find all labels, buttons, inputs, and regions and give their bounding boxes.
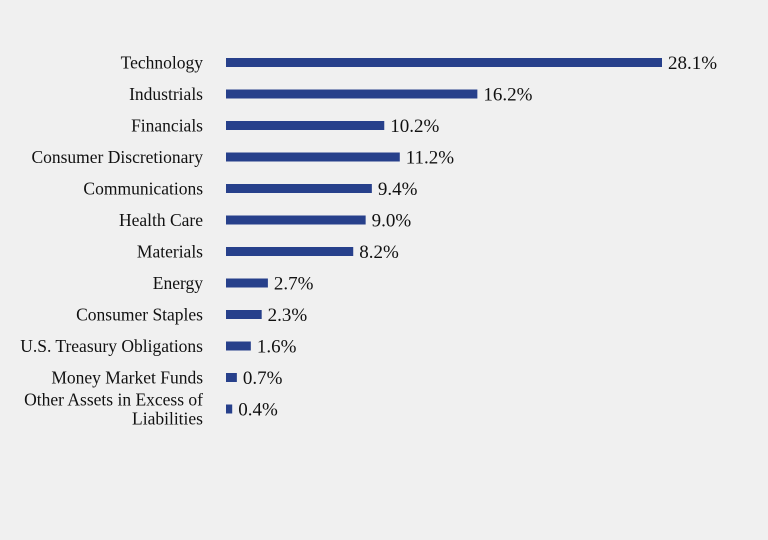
- category-label-11: Other Assets in Excess of Liabilities: [24, 390, 203, 429]
- bars-layer: [226, 58, 662, 414]
- category-label-9: U.S. Treasury Obligations: [20, 336, 203, 356]
- category-label-5: Health Care: [119, 210, 203, 230]
- value-label-3: 11.2%: [406, 148, 455, 169]
- bar-4: [226, 184, 372, 193]
- bar-7: [226, 278, 268, 288]
- bar-8: [226, 310, 262, 319]
- category-label-0: Technology: [121, 53, 204, 73]
- value-label-10: 0.7%: [243, 368, 283, 389]
- category-label-1: Industrials: [129, 84, 203, 104]
- value-label-1: 16.2%: [483, 85, 532, 106]
- category-label-line: Communications: [83, 179, 203, 199]
- category-label-line: Industrials: [129, 84, 203, 104]
- bar-0: [226, 58, 662, 67]
- value-label-9: 1.6%: [257, 337, 297, 358]
- category-label-line: Technology: [121, 53, 204, 73]
- bar-11: [226, 404, 233, 414]
- bar-1: [226, 89, 478, 99]
- category-labels-layer: Technology Industrials Financials Consumer …: [20, 53, 203, 429]
- value-label-11: 0.4%: [238, 400, 278, 421]
- category-label-line: Financials: [131, 116, 203, 136]
- value-label-8: 2.3%: [268, 305, 308, 326]
- category-label-3: Consumer Discretionary: [31, 147, 203, 167]
- value-label-0: 28.1%: [668, 53, 717, 74]
- category-label-line: Materials: [137, 242, 203, 262]
- category-label-line: Consumer Staples: [76, 305, 203, 325]
- category-label-line: Energy: [153, 273, 203, 293]
- category-label-6: Materials: [137, 242, 203, 262]
- category-label-line: Health Care: [119, 210, 203, 230]
- value-label-6: 8.2%: [359, 242, 399, 263]
- category-label-line: Other Assets in Excess of: [24, 390, 203, 410]
- value-label-7: 2.7%: [274, 274, 314, 295]
- bar-2: [226, 121, 385, 130]
- value-label-2: 10.2%: [390, 116, 439, 137]
- category-label-line: U.S. Treasury Obligations: [20, 336, 203, 356]
- category-label-line: Liabilities: [132, 409, 203, 429]
- bar-5: [226, 215, 366, 225]
- value-labels-layer: 28.1% 16.2% 10.2% 11.2% 9.4% 9.0% 8.2% 2.7% 2.3%…: [238, 53, 717, 421]
- bar-9: [226, 341, 251, 351]
- category-label-line: Consumer Discretionary: [31, 147, 203, 167]
- category-label-8: Consumer Staples: [76, 305, 203, 325]
- bar-6: [226, 247, 354, 256]
- value-label-5: 9.0%: [372, 211, 412, 232]
- category-label-line: Money Market Funds: [51, 368, 203, 388]
- value-label-4: 9.4%: [378, 179, 418, 200]
- bar-3: [226, 152, 400, 162]
- bar-10: [226, 373, 237, 382]
- category-label-4: Communications: [83, 179, 203, 199]
- category-label-2: Financials: [131, 116, 203, 136]
- category-label-10: Money Market Funds: [51, 368, 203, 388]
- category-label-7: Energy: [153, 273, 203, 293]
